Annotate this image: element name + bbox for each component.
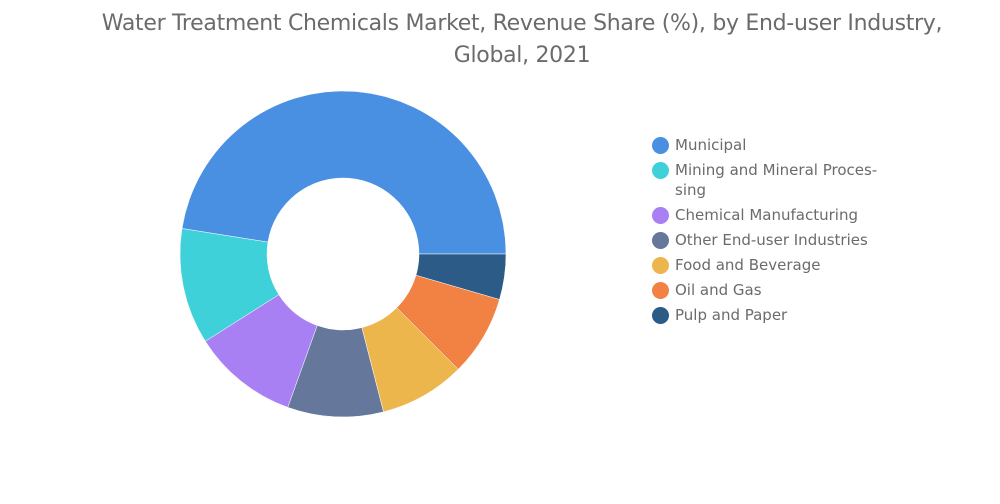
donut-slices bbox=[179, 90, 507, 418]
legend-swatch bbox=[652, 307, 669, 324]
legend-swatch bbox=[652, 232, 669, 249]
legend-item: Oil and Gas bbox=[652, 280, 892, 300]
chart-legend: Municipal Mining and Mineral Proces-sing C… bbox=[652, 135, 892, 330]
legend-label: Municipal bbox=[675, 136, 747, 154]
donut-slice-pulp-and-paper bbox=[415, 253, 507, 300]
legend-swatch bbox=[652, 207, 669, 224]
legend-swatch bbox=[652, 137, 669, 154]
legend-label: Mining and Mineral Proces-sing bbox=[675, 161, 878, 199]
donut-slice-municipal bbox=[181, 90, 507, 255]
legend-item: Pulp and Paper bbox=[652, 305, 892, 325]
chart-title: Water Treatment Chemicals Market, Revenu… bbox=[101, 11, 943, 68]
legend-label: Oil and Gas bbox=[675, 281, 762, 299]
legend-label: Other End-user Industries bbox=[675, 231, 868, 249]
legend-swatch bbox=[652, 282, 669, 299]
legend-item: Chemical Manufacturing bbox=[652, 205, 892, 225]
legend-label: Food and Beverage bbox=[675, 256, 821, 274]
legend-item: Other End-user Industries bbox=[652, 230, 892, 250]
legend-label: Chemical Manufacturing bbox=[675, 206, 858, 224]
legend-label: Pulp and Paper bbox=[675, 306, 788, 324]
legend-item: Municipal bbox=[652, 135, 892, 155]
legend-item: Food and Beverage bbox=[652, 255, 892, 275]
legend-swatch bbox=[652, 162, 669, 179]
legend-item: Mining and Mineral Proces-sing bbox=[652, 160, 892, 200]
legend-swatch bbox=[652, 257, 669, 274]
